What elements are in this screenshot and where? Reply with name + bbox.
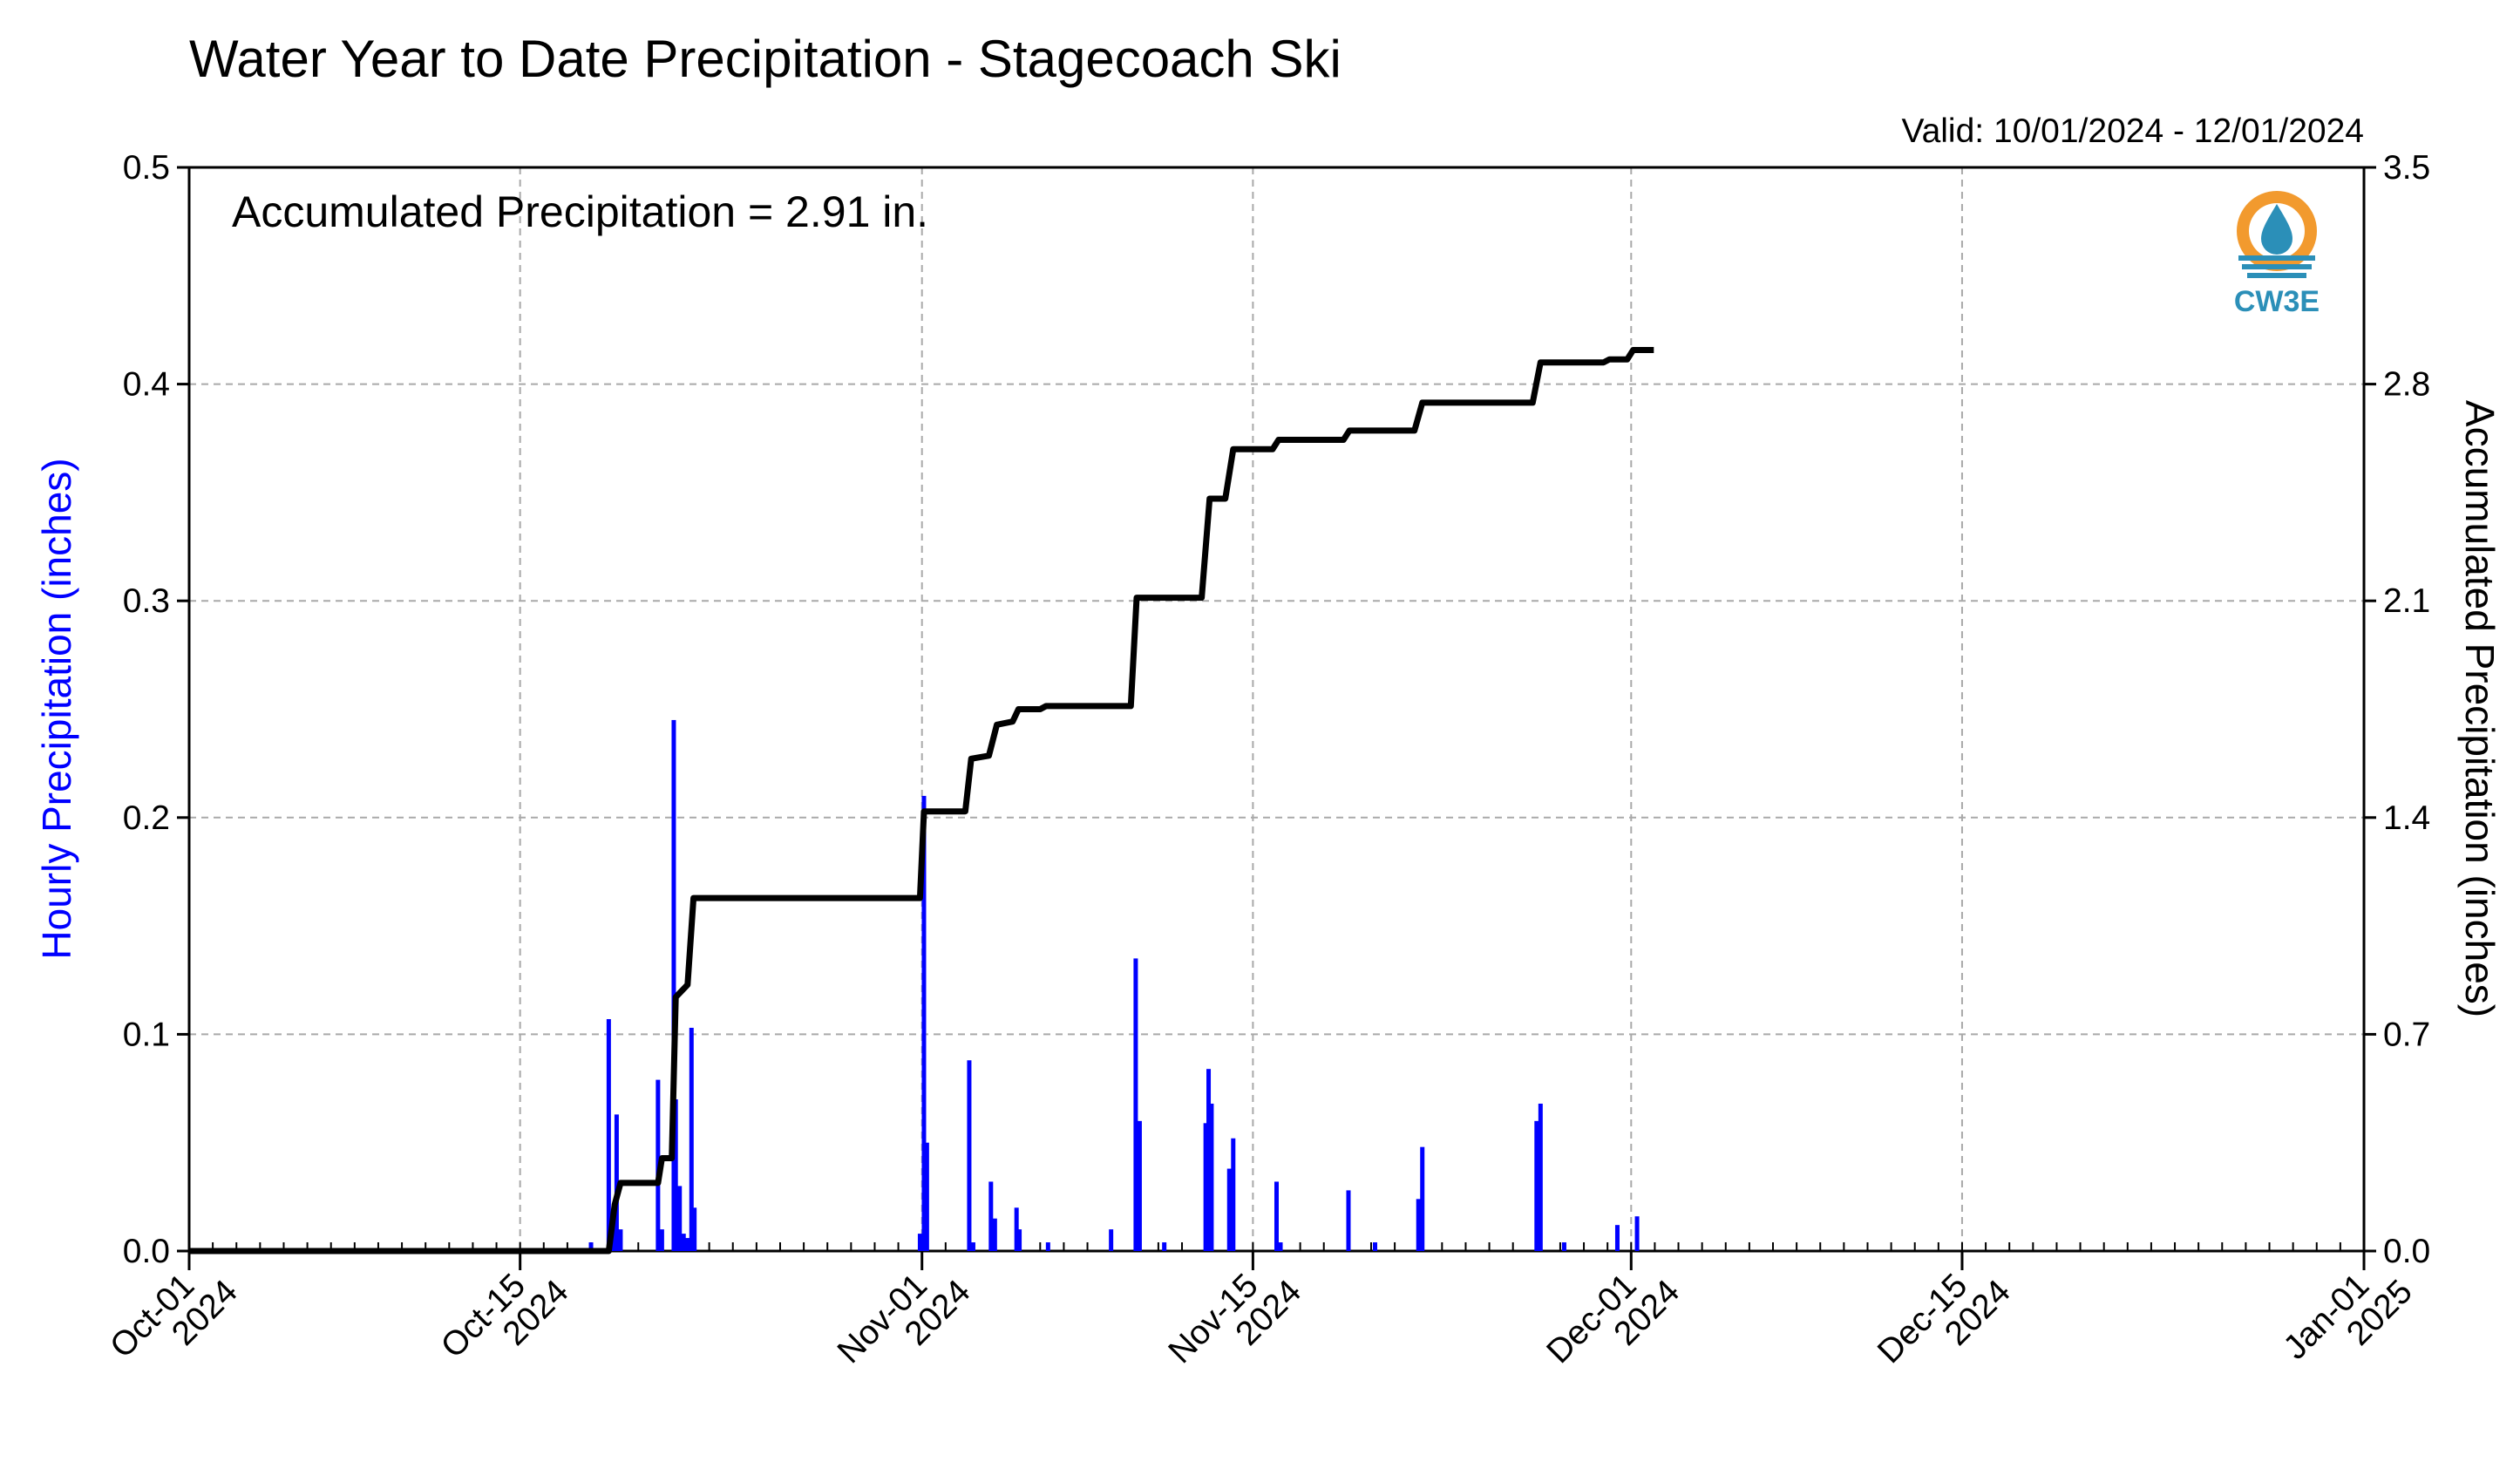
left-axis-ticks: 0.0 0.1 0.2 0.3 0.4 0.5 [123,149,189,1270]
hourly-bar [606,1018,611,1251]
chart-title: Water Year to Date Precipitation - Stage… [189,30,1342,88]
hourly-bar [1561,1242,1566,1251]
hourly-bar [917,1234,922,1251]
hourly-bar [681,1234,686,1251]
hourly-bar [671,719,676,1251]
right-tick-label: 3.5 [2383,149,2430,187]
hourly-bar [614,1114,619,1251]
hourly-bar [1614,1225,1620,1251]
plot-frame [187,166,2366,1253]
hourly-bar [1231,1138,1236,1251]
grid-lines [189,167,2364,1251]
hourly-precipitation-bars [588,719,1640,1251]
hourly-bar [689,1027,694,1251]
hourly-bar [1346,1190,1351,1251]
right-axis-label: Accumulated Precipitation (inches) [2457,400,2503,1017]
hourly-bar [677,1186,683,1251]
hourly-bar [1017,1229,1022,1251]
hourly-bar [1206,1069,1212,1251]
hourly-bar [1634,1216,1640,1251]
hourly-bar [692,1207,697,1251]
hourly-bar [618,1229,623,1251]
right-tick-label: 2.1 [2383,582,2430,620]
hourly-bar [1109,1229,1114,1251]
hourly-bar [1420,1146,1425,1251]
hourly-bar [1278,1242,1283,1251]
left-tick-label: 0.3 [123,582,170,620]
hourly-bar [1538,1103,1543,1251]
hourly-bar [673,1098,678,1251]
hourly-bar [967,1060,972,1251]
left-tick-label: 0.0 [123,1233,170,1270]
hourly-bar [970,1242,975,1251]
hourly-bar [1534,1120,1539,1251]
valid-date-range: Valid: 10/01/2024 - 12/01/2024 [1901,112,2364,150]
hourly-bar [1133,958,1138,1251]
left-tick-label: 0.5 [123,149,170,187]
right-tick-label: 1.4 [2383,799,2430,837]
logo-text: CW3E [2234,285,2320,318]
hourly-bar [1203,1123,1208,1251]
hourly-bar [685,1238,690,1251]
left-tick-label: 0.2 [123,799,170,837]
hourly-bar [1226,1168,1232,1251]
left-tick-label: 0.4 [123,366,170,404]
hourly-bar [988,1181,994,1251]
hourly-bar [1274,1181,1279,1251]
right-axis-ticks: 0.0 0.7 1.4 2.1 2.8 3.5 [2364,149,2430,1270]
hourly-bar [1162,1242,1167,1251]
hourly-bar [1209,1103,1214,1251]
left-tick-label: 0.1 [123,1016,170,1053]
cw3e-logo: CW3E [2234,191,2320,318]
logo-wave-bars [2238,255,2315,278]
right-tick-label: 0.7 [2383,1016,2430,1053]
hourly-bar [659,1229,664,1251]
hourly-bar [1372,1242,1377,1251]
hourly-bar [1416,1199,1421,1251]
right-tick-label: 2.8 [2383,366,2430,404]
left-axis-label: Hourly Precipitation (inches) [34,458,79,959]
accumulated-precipitation-line [189,347,1654,1255]
hourly-bar [992,1218,997,1251]
hourly-bar [1045,1242,1050,1251]
hourly-bar [1014,1207,1019,1251]
accumulated-total-annotation: Accumulated Precipitation = 2.91 in. [232,187,928,236]
right-tick-label: 0.0 [2383,1233,2430,1270]
hourly-bar [924,1142,929,1251]
hourly-bar [921,795,927,1251]
hourly-bar [1137,1120,1142,1251]
water-drop-icon [2261,204,2292,255]
hourly-bar [588,1242,594,1251]
